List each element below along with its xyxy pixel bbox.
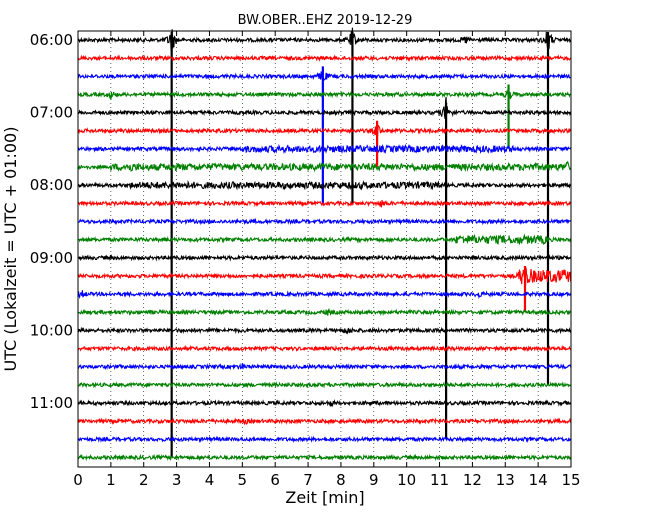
trace-line	[77, 399, 572, 408]
trace-line	[77, 180, 572, 191]
trace-line	[77, 453, 572, 462]
y-tick-label: 08:00	[30, 176, 73, 194]
plot-frame	[77, 30, 572, 468]
x-axis-ticks: 0 1 2 3 4 5 6 7 8 9 10 11 12 13 14 15	[73, 31, 581, 489]
x-tick-label: 3	[172, 471, 182, 489]
x-tick-label: 9	[369, 471, 379, 489]
trace-line	[77, 89, 572, 100]
trace-line	[77, 417, 572, 426]
trace-line	[77, 96, 572, 119]
x-tick-label: 15	[561, 471, 580, 489]
trace-line	[77, 27, 572, 52]
chart-title: BW.OBER..EHZ 2019-12-29	[238, 13, 413, 28]
trace-line	[77, 344, 572, 353]
y-tick-label: 11:00	[30, 394, 73, 412]
trace-line	[77, 121, 572, 137]
trace-line	[77, 160, 572, 173]
x-tick-label: 14	[529, 471, 548, 489]
x-tick-label: 8	[336, 471, 346, 489]
trace-line	[77, 71, 572, 83]
trace-line	[77, 217, 572, 226]
trace-line	[77, 290, 572, 300]
trace-line	[77, 326, 572, 335]
x-tick-label: 4	[205, 471, 215, 489]
x-tick-label: 10	[397, 471, 416, 489]
trace-line	[77, 233, 572, 246]
trace-line	[77, 435, 572, 444]
trace-line	[77, 254, 572, 262]
vertical-grid	[110, 31, 539, 467]
trace-line	[77, 267, 572, 286]
x-tick-label: 0	[73, 471, 83, 489]
y-axis-ticks: 06:00 07:00 08:00 09:00 10:00 11:00	[30, 31, 571, 412]
trace-line	[77, 199, 572, 208]
y-tick-label: 09:00	[30, 249, 73, 267]
x-tick-label: 12	[463, 471, 482, 489]
trace-group	[77, 27, 572, 462]
y-tick-label: 06:00	[30, 31, 73, 49]
y-tick-label: 07:00	[30, 104, 73, 122]
trace-line	[77, 307, 572, 317]
x-tick-label: 2	[139, 471, 149, 489]
trace-line	[77, 54, 572, 62]
y-axis-label: UTC (Lokalzeit = UTC + 01:00)	[1, 127, 20, 372]
x-tick-label: 5	[238, 471, 248, 489]
x-axis-label: Zeit [min]	[285, 488, 364, 507]
x-tick-label: 7	[303, 471, 313, 489]
x-tick-label: 6	[270, 471, 280, 489]
trace-line	[77, 362, 572, 371]
trace-line	[77, 381, 572, 389]
x-tick-label: 13	[496, 471, 515, 489]
x-tick-label: 11	[430, 471, 449, 489]
trace-line	[77, 143, 572, 155]
y-tick-label: 10:00	[30, 321, 73, 339]
x-tick-label: 1	[106, 471, 116, 489]
